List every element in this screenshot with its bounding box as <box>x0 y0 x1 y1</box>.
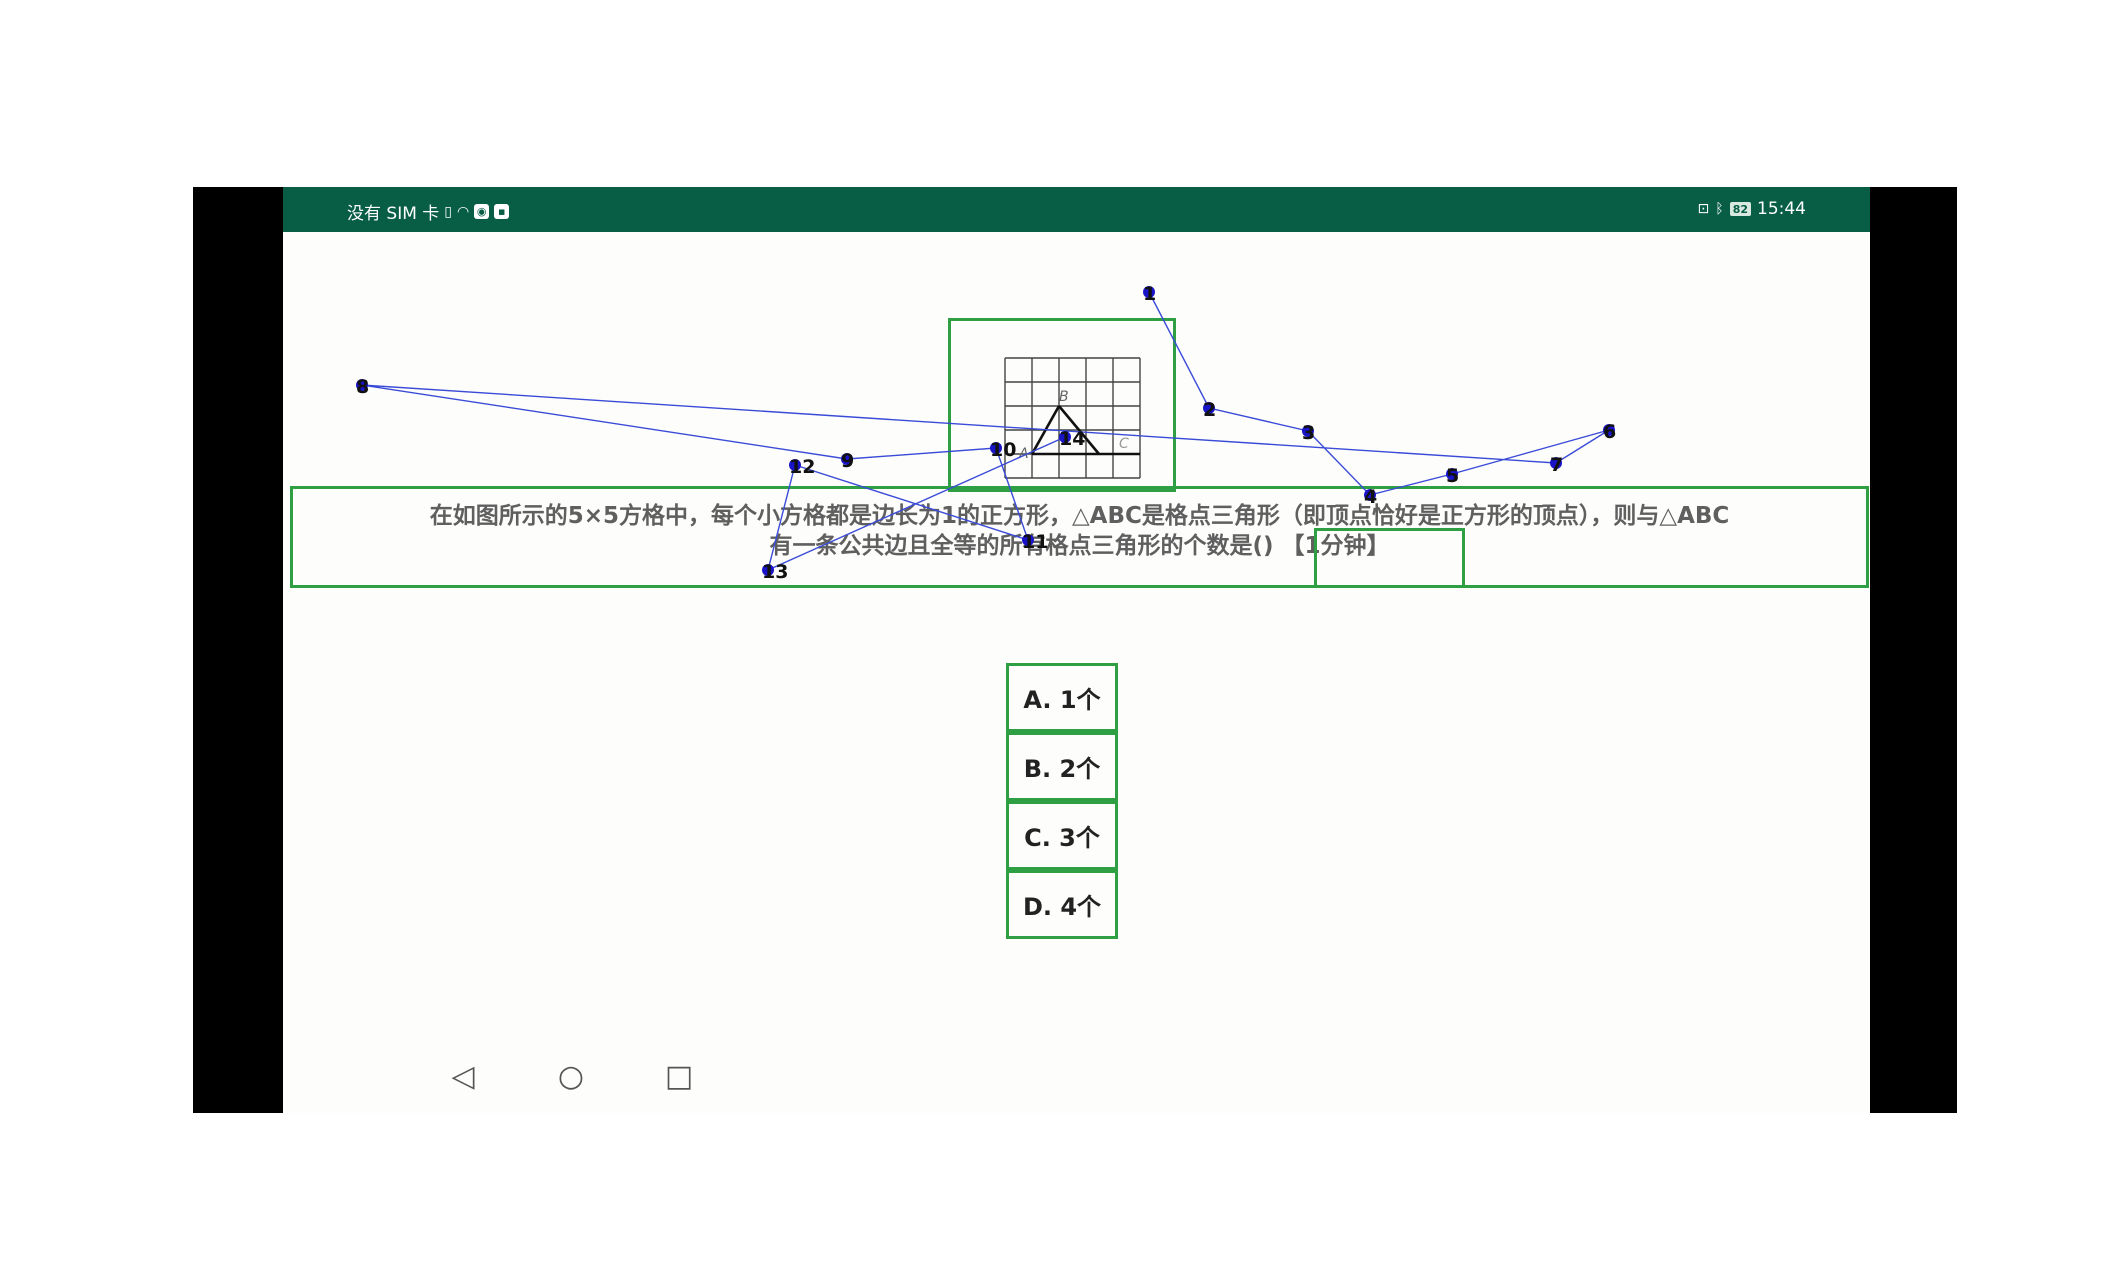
vertex-label-b: B <box>1059 389 1069 405</box>
app-notification-icon: ◉ <box>474 204 490 219</box>
cast-icon: ⊡ <box>1697 201 1710 217</box>
battery-level: 82 <box>1732 202 1748 216</box>
option-b-button[interactable]: B. 2个 <box>1006 732 1118 801</box>
option-c-button[interactable]: C. 3个 <box>1006 801 1118 870</box>
vertex-label-c: C <box>1119 436 1129 452</box>
notification-icon: ▪ <box>494 204 510 219</box>
phone-screen: 没有 SIM 卡 ▯ ◠ ◉ ▪ ⊡ ᛒ 82 15:44 <box>283 187 1870 1113</box>
bluetooth-icon: ᛒ <box>1715 201 1724 217</box>
time-hint-box[interactable] <box>1314 528 1465 588</box>
battery-icon: 82 <box>1729 202 1751 216</box>
navigation-bar: ◁ ○ □ <box>283 1043 1870 1113</box>
option-d-button[interactable]: D. 4个 <box>1006 870 1118 939</box>
status-right: ⊡ ᛒ 82 15:44 <box>1698 199 1806 219</box>
clock: 15:44 <box>1757 199 1806 219</box>
question-text-line2: 有一条公共边且全等的所有格点三角形的个数是() 【1分钟】 <box>293 531 1866 561</box>
question-text-line1: 在如图所示的5×5方格中，每个小方格都是边长为1的正方形，△ABC是格点三角形（… <box>429 503 1730 529</box>
question-text-main: 有一条公共边且全等的所有格点三角形的个数是() <box>769 533 1274 559</box>
grid-figure: B A C <box>1004 357 1141 479</box>
home-icon[interactable]: ○ <box>557 1059 585 1094</box>
question-text-box[interactable]: 在如图所示的5×5方格中，每个小方格都是边长为1的正方形，△ABC是格点三角形（… <box>290 486 1869 588</box>
back-icon[interactable]: ◁ <box>451 1059 475 1094</box>
vertex-label-a: A <box>1018 446 1029 462</box>
question-figure[interactable]: B A C <box>948 318 1176 492</box>
option-a-button[interactable]: A. 1个 <box>1006 663 1118 732</box>
status-left: 没有 SIM 卡 ▯ ◠ ◉ ▪ <box>347 199 510 224</box>
carrier-text: 没有 SIM 卡 <box>347 204 440 224</box>
wifi-icon: ◠ <box>457 203 470 220</box>
sim-icon: ▯ <box>444 203 452 220</box>
recents-icon[interactable]: □ <box>664 1059 694 1094</box>
status-bar: 没有 SIM 卡 ▯ ◠ ◉ ▪ ⊡ ᛒ 82 15:44 <box>283 187 1870 232</box>
